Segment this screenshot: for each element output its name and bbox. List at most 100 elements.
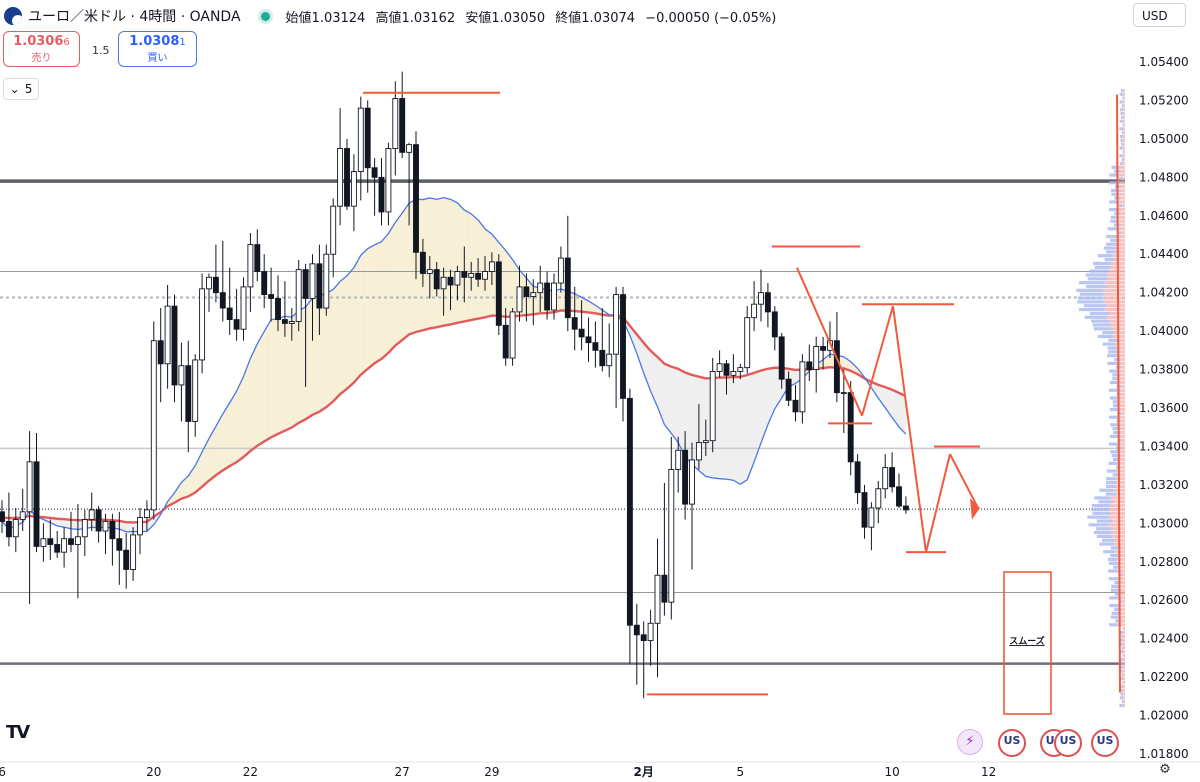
candle-body [633,624,640,636]
volume-profile-bar [1118,611,1125,615]
ohlc-values: 始値1.03124 高値1.03162 安値1.03050 終値1.03074 … [286,7,783,26]
volume-profile-bar [1122,650,1125,654]
volume-profile-bar [1098,500,1114,504]
candle-body [695,442,702,461]
ma-cloud-fill [450,199,458,325]
eur-usd-flag-icon [4,7,22,25]
volume-profile-bar [1077,300,1104,304]
volume-profile-bar [1122,146,1125,150]
candle-body [571,317,578,330]
volume-profile-bar [1117,361,1125,365]
volume-profile-bar [1123,653,1125,658]
volume-profile-bar [1116,242,1125,246]
candle-body [461,271,468,278]
volume-profile-bar [1121,700,1124,704]
candle-body [47,538,54,545]
candle-body [337,148,344,207]
volume-profile-bar [1104,292,1125,296]
ma-cloud-fill [588,300,596,314]
volume-profile-bar [1106,477,1117,481]
volume-profile-bar [1119,108,1123,112]
volume-profile-bar [1115,619,1121,623]
ma-cloud-fill [271,318,278,438]
candle-body [861,492,868,528]
volume-profile-bar [1114,592,1121,596]
volume-profile-bar [1104,257,1116,262]
annotation-vertical-line [1116,94,1121,693]
volume-profile-bar [1118,407,1125,412]
sell-button[interactable]: 1.03066 売り [3,31,80,67]
volume-profile-bar [1113,430,1120,435]
volume-profile-bar [1117,557,1125,562]
currency-selector[interactable]: USD [1133,3,1186,27]
ma-cloud-fill [119,520,127,532]
candle-body [502,324,509,359]
ma-cloud-fill [657,356,665,425]
ma-cloud-fill [347,267,354,389]
volume-profile-bar [1118,423,1125,427]
volume-profile-bar [1122,669,1125,673]
us-flag-event-icon[interactable]: US [1054,729,1082,757]
volume-profile-bar [1116,469,1125,473]
volume-profile-bar [1110,615,1119,619]
settings-gear-icon[interactable]: ⚙ [1159,762,1171,777]
candle-body [364,107,371,169]
bolt-event-icon[interactable]: ⚡ [957,729,983,755]
volume-profile-bar [1112,457,1120,462]
ma-cloud-fill [767,367,775,425]
volume-profile-bar [1122,204,1125,208]
volume-profile-bar [1120,692,1123,696]
volume-profile-bar [1117,181,1125,185]
candle-body [737,367,744,372]
volume-profile-bar [1112,373,1120,377]
volume-profile-bar [1123,131,1125,135]
us-flag-event-icon[interactable]: US [998,729,1026,757]
volume-profile-bar [1106,304,1125,308]
volume-profile-bar [1120,88,1124,93]
buy-button[interactable]: 1.03081 買い [118,31,197,67]
volume-profile-bar [1122,677,1125,681]
volume-profile-bar [1096,534,1113,538]
market-open-indicator-icon [260,11,270,21]
indicators-collapse-button[interactable]: ⌄ 5 [3,78,39,100]
candle-body [102,520,109,532]
annotation-trend-line [796,267,863,417]
candle-body [613,294,620,355]
volume-profile-bar [1117,569,1125,573]
price-tick-label: 1.03800 [1139,363,1189,377]
candle-body [171,305,178,386]
candle-body [371,167,378,178]
candle-body [523,286,530,297]
chart-header: ユーロ／米ドル · 4時間 · OANDA 始値1.03124 高値1.0316… [4,6,782,26]
ma-cloud-fill [395,213,403,346]
sell-label: 売り [31,53,52,64]
candle-body [123,549,130,570]
candle-body [137,517,143,536]
low-value: 安値1.03050 [465,10,546,26]
volume-profile-bar [1114,331,1125,335]
candle-body [578,328,585,338]
candle-body [537,282,544,294]
candle-body [350,171,357,207]
volume-profile-bar [1112,254,1125,258]
candle-body [109,520,116,540]
volume-profile-bar [1119,373,1125,377]
volume-profile-bar [1104,307,1125,312]
volume-profile-bar [1112,377,1120,381]
volume-profile-bar [1122,692,1125,696]
volume-profile-bar [1117,173,1125,177]
symbol-title[interactable]: ユーロ／米ドル · 4時間 · OANDA [28,9,241,25]
volume-profile-bar [1110,215,1119,219]
volume-profile-bar [1108,577,1118,581]
candle-body [81,519,88,538]
volume-profile-bar [1123,688,1125,692]
candle-body [902,505,909,511]
ma-cloud-fill [754,370,761,462]
candle-body [295,269,302,322]
volume-profile-bar [1109,596,1118,600]
candle-body [620,294,626,399]
volume-profile-bar [1121,411,1125,415]
us-flag-event-icon[interactable]: US [1091,729,1119,757]
chevron-down-icon: ⌄ [9,82,20,96]
